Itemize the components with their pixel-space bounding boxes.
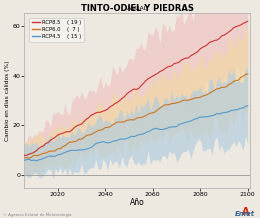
X-axis label: Año: Año xyxy=(130,198,145,207)
Legend: RCP8.5    ( 19 ), RCP6.0    (  7 ), RCP4.5    ( 15 ): RCP8.5 ( 19 ), RCP6.0 ( 7 ), RCP4.5 ( 15… xyxy=(29,18,84,41)
Text: © Agencia Estatal de Meteorología: © Agencia Estatal de Meteorología xyxy=(3,213,71,217)
Text: A: A xyxy=(242,207,250,217)
Title: TINTO-ODIEL Y PIEDRAS: TINTO-ODIEL Y PIEDRAS xyxy=(81,4,194,13)
Text: Emet: Emet xyxy=(235,211,255,217)
Y-axis label: Cambio en dias cálidos (%): Cambio en dias cálidos (%) xyxy=(4,60,10,141)
Text: ANUAL: ANUAL xyxy=(127,5,148,10)
